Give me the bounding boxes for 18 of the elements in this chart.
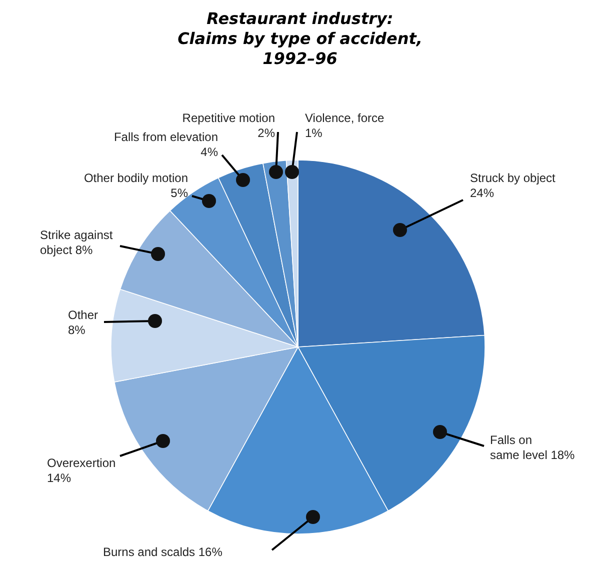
slice-label: Overexertion: [47, 456, 116, 470]
slice-label: Strike against object 8%: [40, 228, 114, 257]
data-label: 2%: [258, 126, 276, 140]
slice-label: Repetitive motion: [182, 111, 275, 125]
data-label: 5%: [170, 186, 188, 200]
slice-label: Other bodily motion: [84, 171, 188, 185]
data-label: 1%: [305, 126, 323, 140]
data-label: 8%: [68, 323, 86, 337]
slice-label: Burns and scalds 16%: [103, 545, 223, 559]
data-label: 4%: [200, 145, 218, 159]
slice-label: Struck by object: [470, 171, 556, 185]
slice-label: Other: [68, 308, 98, 322]
data-label: 14%: [47, 471, 72, 485]
slice-label: Falls on same level 18%: [490, 433, 576, 462]
data-label: 24%: [470, 186, 494, 200]
slice-label: Violence, force: [305, 111, 384, 125]
slice-label: Falls from elevation: [114, 130, 218, 144]
chart-title: Restaurant industry: Claims by type of accident, 1992–96: [178, 9, 422, 68]
